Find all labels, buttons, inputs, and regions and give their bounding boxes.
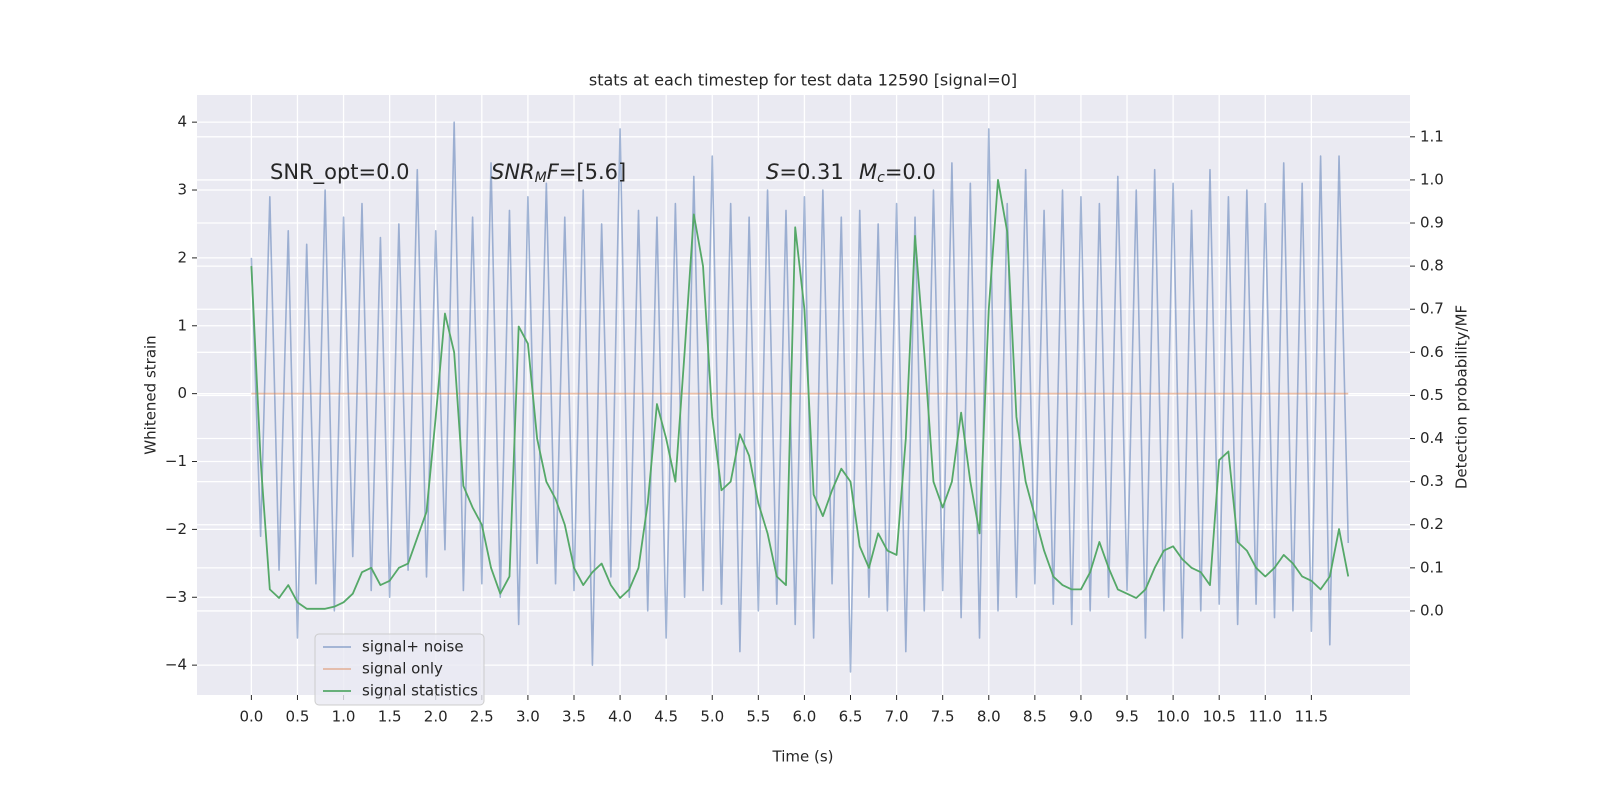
y-tick-label: 1 [177,316,187,334]
series-line [250,179,1350,610]
y2-tick-label: 0.8 [1420,257,1444,275]
x-tick-label: 9.5 [1115,708,1139,726]
chart-title: stats at each timestep for test data 125… [589,71,1017,90]
x-tick-label: 4.5 [654,708,678,726]
y-tick-label: −1 [165,452,187,470]
y-tick-label: −2 [165,520,187,538]
y2-tick-label: 0.5 [1420,386,1444,404]
annotation: Mc=0.0 [859,160,936,186]
x-tick-label: 5.5 [746,708,770,726]
y2-tick-label: 0.1 [1420,558,1444,576]
legend-label: signal only [362,660,443,678]
annotation: SNRMF=[5.6] [491,160,626,186]
annotation-part: M [859,160,877,184]
legend-label: signal+ noise [362,638,464,656]
plot-marks [250,121,1350,673]
annotation-part: F [547,160,560,184]
x-tick-label: 7.0 [885,708,909,726]
y2-tick-label: 0.0 [1420,601,1444,619]
x-tick-label: 0.0 [239,708,263,726]
y2-tick-label: 0.6 [1420,343,1444,361]
x-tick-label: 9.0 [1069,708,1093,726]
y-tick-label: 2 [177,248,187,266]
annotation-part: =0.31 [779,160,843,184]
y-tick-label: −4 [165,656,187,674]
annotation: SNR_opt=0.0 [270,160,410,185]
annotation-part: c [877,170,885,186]
x-tick-label: 0.5 [286,708,310,726]
x-tick-label: 2.0 [424,708,448,726]
x-axis-label: Time (s) [772,748,834,766]
y-tick-label: 4 [177,113,187,131]
y-tick-label: 0 [177,384,187,402]
y2-tick-label: 1.0 [1420,170,1444,188]
x-tick-label: 3.0 [516,708,540,726]
annotation-part: SNR_opt=0.0 [270,160,410,185]
y2-tick-label: 0.9 [1420,214,1444,232]
x-tick-label: 6.5 [839,708,863,726]
annotation-part: SNR [491,160,535,184]
y-tick-label: 3 [177,181,187,199]
y-axis-label: Whitened strain [142,335,160,454]
annotation-part: =[5.6] [559,160,626,184]
annotation-part: =0.0 [885,160,936,184]
x-tick-label: 5.0 [700,708,724,726]
y2-tick-label: 0.7 [1420,300,1444,318]
x-tick-label: 10.0 [1156,708,1189,726]
annotation-part: M [535,170,547,186]
y-tick-label: −3 [165,588,187,606]
x-tick-label: 10.5 [1202,708,1235,726]
legend-label: signal statistics [362,682,478,700]
x-tick-label: 1.0 [332,708,356,726]
x-tick-label: 8.0 [977,708,1001,726]
y2-tick-label: 0.4 [1420,429,1444,447]
y2-tick-label: 0.3 [1420,472,1444,490]
annotation-part: S [766,160,779,184]
annotation: S=0.31 [766,160,844,184]
x-tick-label: 11.0 [1249,708,1282,726]
x-tick-label: 7.5 [931,708,955,726]
x-tick-label: 8.5 [1023,708,1047,726]
x-tick-label: 1.5 [378,708,402,726]
y2-tick-label: 0.2 [1420,515,1444,533]
y2-axis-label: Detection probability/MF [1453,305,1471,489]
x-tick-label: 6.0 [792,708,816,726]
x-tick-label: 4.0 [608,708,632,726]
x-tick-label: 2.5 [470,708,494,726]
x-tick-label: 11.5 [1295,708,1328,726]
y2-tick-label: 1.1 [1420,127,1444,145]
series-line [250,121,1350,673]
x-tick-label: 3.5 [562,708,586,726]
legend-box [314,633,485,706]
